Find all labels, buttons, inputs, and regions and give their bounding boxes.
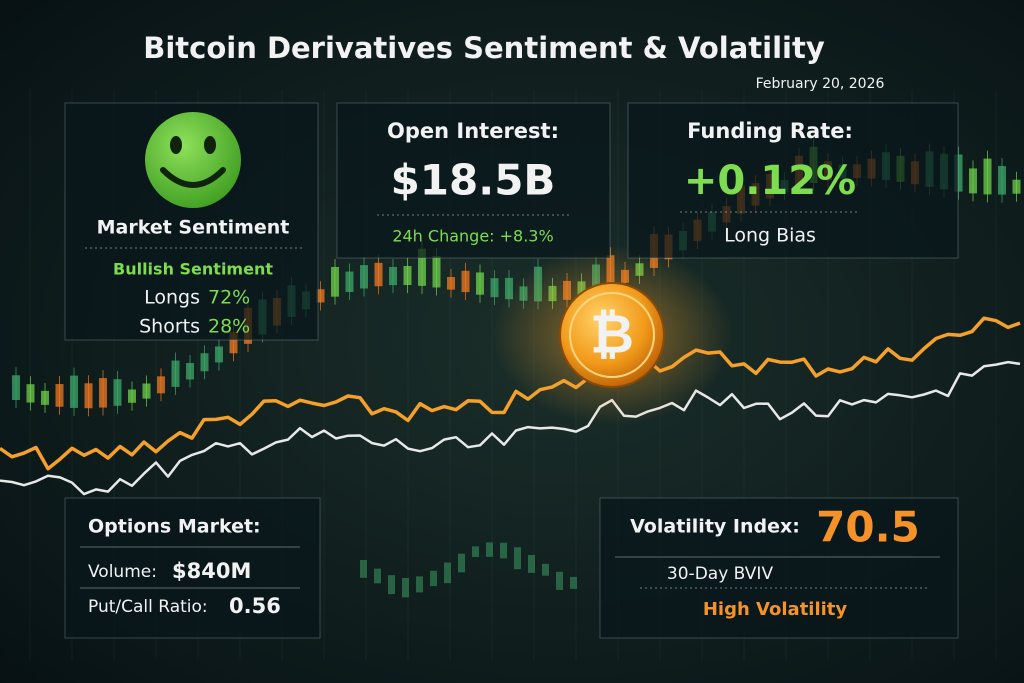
volatility-value: 70.5 bbox=[816, 503, 920, 552]
deco-candle bbox=[41, 390, 49, 405]
deco-candle bbox=[171, 360, 180, 387]
deco-candle bbox=[229, 332, 238, 354]
deco-candle bbox=[70, 375, 78, 408]
smiley-icon bbox=[145, 112, 241, 208]
deco-candle bbox=[157, 376, 165, 394]
deco-candle bbox=[388, 575, 395, 595]
deco-candle bbox=[505, 277, 513, 300]
deco-candle bbox=[128, 389, 136, 403]
volatility-status: High Volatility bbox=[703, 599, 848, 620]
deco-candle bbox=[432, 256, 441, 288]
deco-candle bbox=[461, 270, 470, 293]
deco-candle bbox=[528, 554, 535, 573]
funding-label: Funding Rate: bbox=[687, 119, 853, 143]
deco-candle bbox=[983, 158, 992, 195]
sentiment-label: Market Sentiment bbox=[97, 217, 290, 239]
volatility-label: Volatility Index: bbox=[630, 516, 800, 538]
deco-candle bbox=[447, 276, 455, 290]
smiley-face bbox=[145, 112, 241, 208]
deco-candle bbox=[316, 289, 325, 303]
deco-candle bbox=[556, 571, 563, 590]
coin-symbol: ₿ bbox=[590, 303, 634, 366]
deco-candle bbox=[486, 542, 493, 557]
funding-bias: Long Bias bbox=[724, 225, 816, 247]
deco-candle bbox=[331, 266, 339, 297]
deco-candle bbox=[403, 265, 412, 286]
deco-candle bbox=[389, 266, 397, 286]
smiley-eye bbox=[204, 136, 216, 154]
deco-candle bbox=[430, 570, 437, 587]
deco-candle bbox=[55, 384, 64, 407]
deco-line bbox=[0, 360, 1021, 496]
deco-candle bbox=[215, 346, 223, 363]
shorts-value: 28% bbox=[208, 316, 250, 338]
volatility-card bbox=[599, 497, 959, 639]
deco-candle bbox=[458, 553, 465, 573]
deco-candle bbox=[514, 547, 521, 570]
deco-candle bbox=[200, 353, 209, 372]
smiley-eye bbox=[170, 136, 182, 154]
deco-candle bbox=[402, 577, 409, 598]
options-card bbox=[64, 497, 321, 639]
deco-candle bbox=[26, 384, 35, 403]
deco-candle bbox=[476, 272, 484, 295]
deco-candle bbox=[360, 560, 367, 578]
deco-candle bbox=[113, 379, 122, 406]
deco-candle bbox=[1012, 179, 1021, 194]
put-call-value: 0.56 bbox=[229, 594, 281, 618]
deco-candle bbox=[142, 383, 151, 399]
deco-candle bbox=[998, 166, 1006, 195]
open-interest-change: 24h Change: +8.3% bbox=[392, 227, 553, 246]
volume-value: $840M bbox=[172, 559, 251, 583]
smiley-mouth bbox=[160, 167, 226, 188]
open-interest-label: Open Interest: bbox=[387, 119, 559, 143]
deco-candle bbox=[500, 542, 507, 559]
deco-candle bbox=[969, 168, 977, 194]
deco-candle bbox=[490, 278, 499, 298]
deco-candle bbox=[12, 375, 20, 400]
coin-rim bbox=[569, 292, 655, 378]
deco-candle bbox=[374, 568, 381, 584]
deco-candle bbox=[570, 576, 577, 589]
date: February 20, 2026 bbox=[756, 76, 885, 92]
deco-candle bbox=[472, 546, 479, 557]
volatility-sub: 30-Day BVIV bbox=[667, 564, 774, 584]
longs-label: Longs bbox=[144, 287, 200, 309]
deco-candle bbox=[418, 248, 426, 286]
bitcoin-coin: ₿ bbox=[559, 282, 665, 388]
options-label: Options Market: bbox=[88, 516, 261, 538]
volume-label: Volume: bbox=[88, 562, 157, 582]
deco-line bbox=[0, 316, 1021, 471]
coin-body bbox=[559, 282, 665, 388]
longs-value: 72% bbox=[208, 287, 250, 309]
deco-candle bbox=[99, 378, 107, 408]
sentiment-status: Bullish Sentiment bbox=[113, 260, 273, 279]
shorts-label: Shorts bbox=[139, 316, 200, 338]
open-interest-value: $18.5B bbox=[391, 156, 556, 205]
put-call-label: Put/Call Ratio: bbox=[88, 597, 208, 617]
funding-value: +0.12% bbox=[684, 158, 856, 204]
open-interest-card bbox=[336, 102, 611, 259]
funding-card bbox=[627, 102, 959, 259]
deco-candle bbox=[416, 576, 423, 593]
deco-candle bbox=[84, 383, 93, 409]
deco-candle bbox=[444, 562, 451, 584]
deco-candle bbox=[542, 563, 549, 576]
deco-candle bbox=[360, 265, 368, 289]
title: Bitcoin Derivatives Sentiment & Volatili… bbox=[143, 31, 825, 65]
deco-candle bbox=[374, 262, 383, 287]
deco-candle bbox=[186, 363, 194, 380]
deco-candle bbox=[954, 154, 963, 192]
deco-candle bbox=[345, 271, 354, 292]
